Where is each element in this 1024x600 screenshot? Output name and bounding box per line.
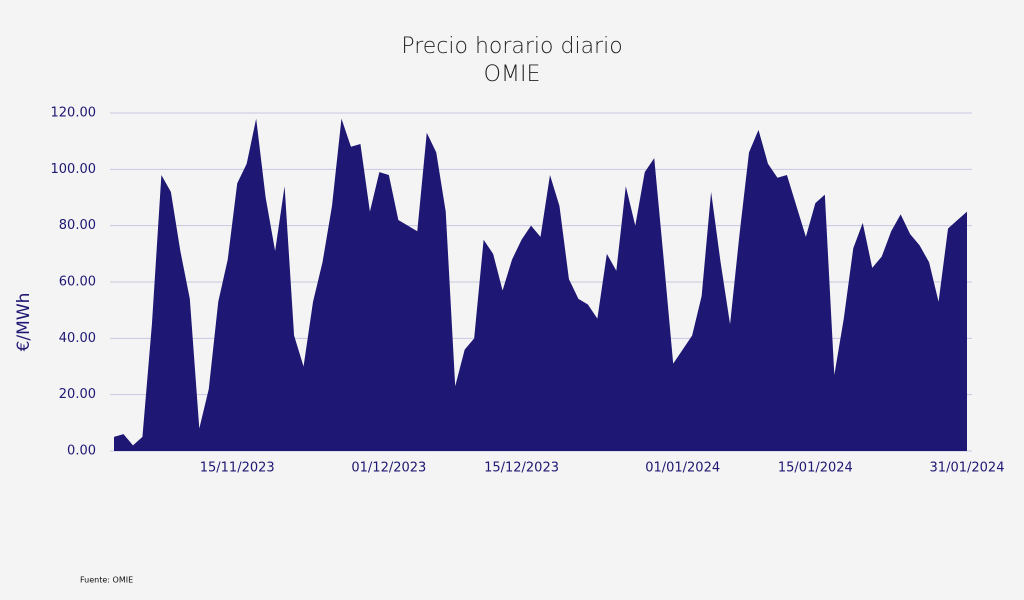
y-tick-label: 100.00 — [51, 162, 97, 177]
x-tick-label: 15/12/2023 — [484, 461, 559, 476]
chart-subtitle: OMIE — [484, 62, 541, 87]
y-tick-label: 120.00 — [51, 106, 97, 121]
y-tick-label: 40.00 — [59, 331, 96, 346]
y-tick-label: 80.00 — [59, 218, 96, 233]
x-tick-label: 01/01/2024 — [645, 461, 720, 476]
source: Fuente: OMIE — [80, 576, 133, 585]
x-tick-label: 01/12/2023 — [351, 461, 426, 476]
x-tick-label: 31/01/2024 — [930, 461, 1005, 476]
y-tick-label: 0.00 — [67, 444, 96, 459]
x-tick-label: 15/01/2024 — [778, 461, 853, 476]
y-tick-label: 60.00 — [59, 275, 96, 290]
chart-title: Precio horario diario — [401, 34, 622, 59]
y-tick-label: 20.00 — [59, 387, 96, 402]
y-axis-label: €/MWh — [14, 293, 34, 352]
x-tick-label: 15/11/2023 — [200, 461, 275, 476]
area — [114, 118, 967, 451]
